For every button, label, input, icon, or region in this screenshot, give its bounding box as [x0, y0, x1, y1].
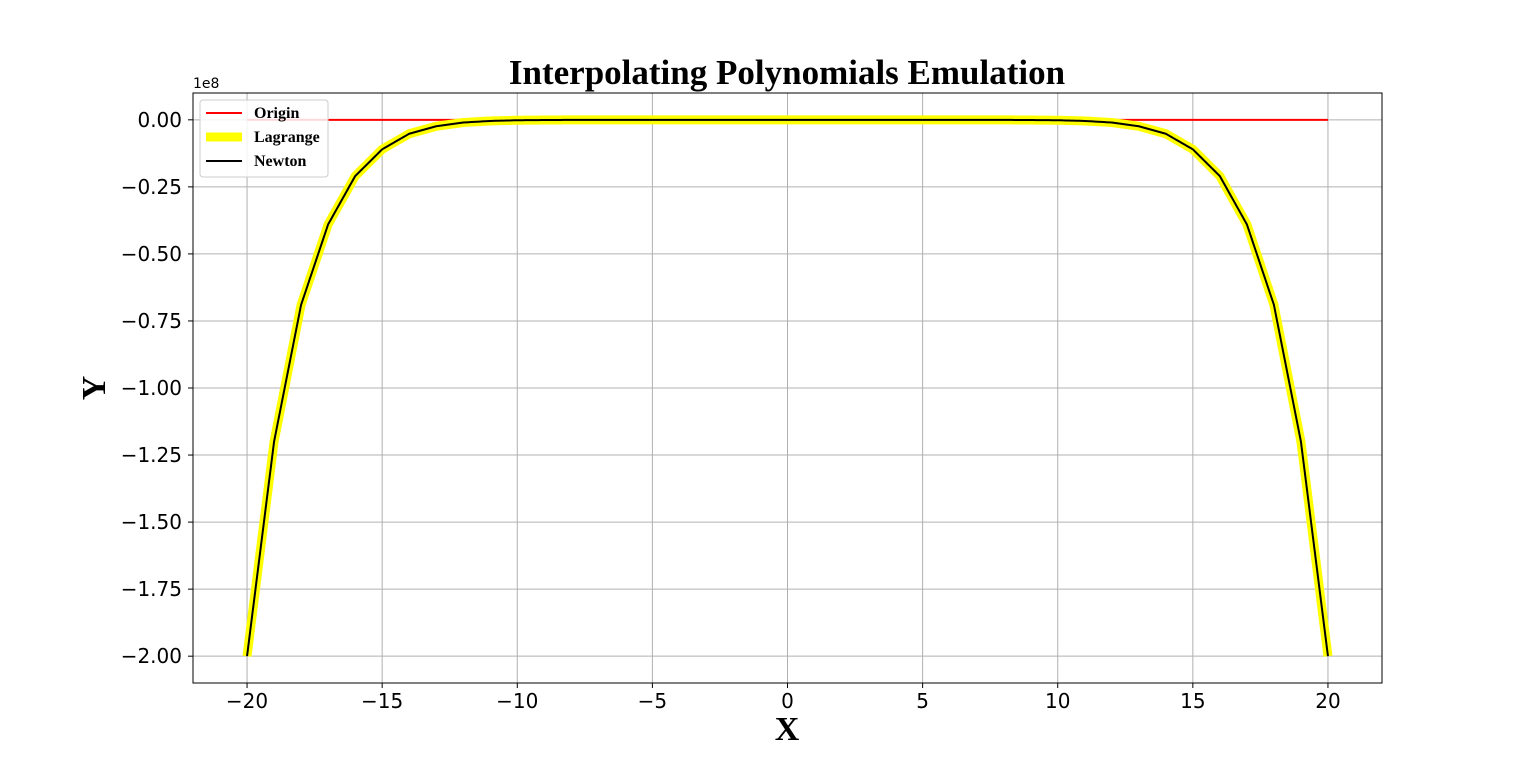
- axis-ticks: −20 −15 −10 −5 0 5 10 15 20 0.00 −0.25 −0.50 −0.75 −1…: [121, 108, 1341, 713]
- y-offset-label: 1e8: [193, 76, 219, 92]
- y-tick-label: 0.00: [137, 108, 182, 132]
- y-tick-label: −0.50: [121, 242, 182, 266]
- y-tick-label: −0.75: [121, 309, 182, 333]
- x-tick-label: 20: [1315, 689, 1340, 713]
- x-tick-label: −15: [361, 689, 403, 713]
- chart-title: Interpolating Polynomials Emulation: [509, 53, 1065, 92]
- y-tick-label: −1.25: [121, 443, 182, 467]
- x-tick-label: 5: [916, 689, 929, 713]
- legend-label-origin: Origin: [254, 105, 299, 122]
- x-axis-label: X: [775, 711, 800, 748]
- x-tick-label: 10: [1045, 689, 1070, 713]
- legend: Origin Lagrange Newton: [199, 99, 329, 178]
- series-line-newton: [246, 118, 1329, 657]
- x-tick-label: −10: [496, 689, 538, 713]
- y-tick-label: −2.00: [121, 644, 182, 668]
- x-tick-label: −5: [638, 689, 667, 713]
- y-axis-label: Y: [76, 376, 113, 401]
- legend-label-lagrange: Lagrange: [254, 129, 320, 146]
- plot-series: [242, 115, 1333, 657]
- x-tick-label: −20: [226, 689, 268, 713]
- y-tick-label: −1.50: [121, 510, 182, 534]
- y-tick-label: −1.00: [121, 376, 182, 400]
- y-tick-label: −1.75: [121, 577, 182, 601]
- x-tick-label: 15: [1180, 689, 1205, 713]
- legend-box: [199, 99, 329, 178]
- y-tick-label: −0.25: [121, 175, 182, 199]
- x-tick-label: 0: [781, 689, 794, 713]
- legend-label-newton: Newton: [254, 153, 307, 170]
